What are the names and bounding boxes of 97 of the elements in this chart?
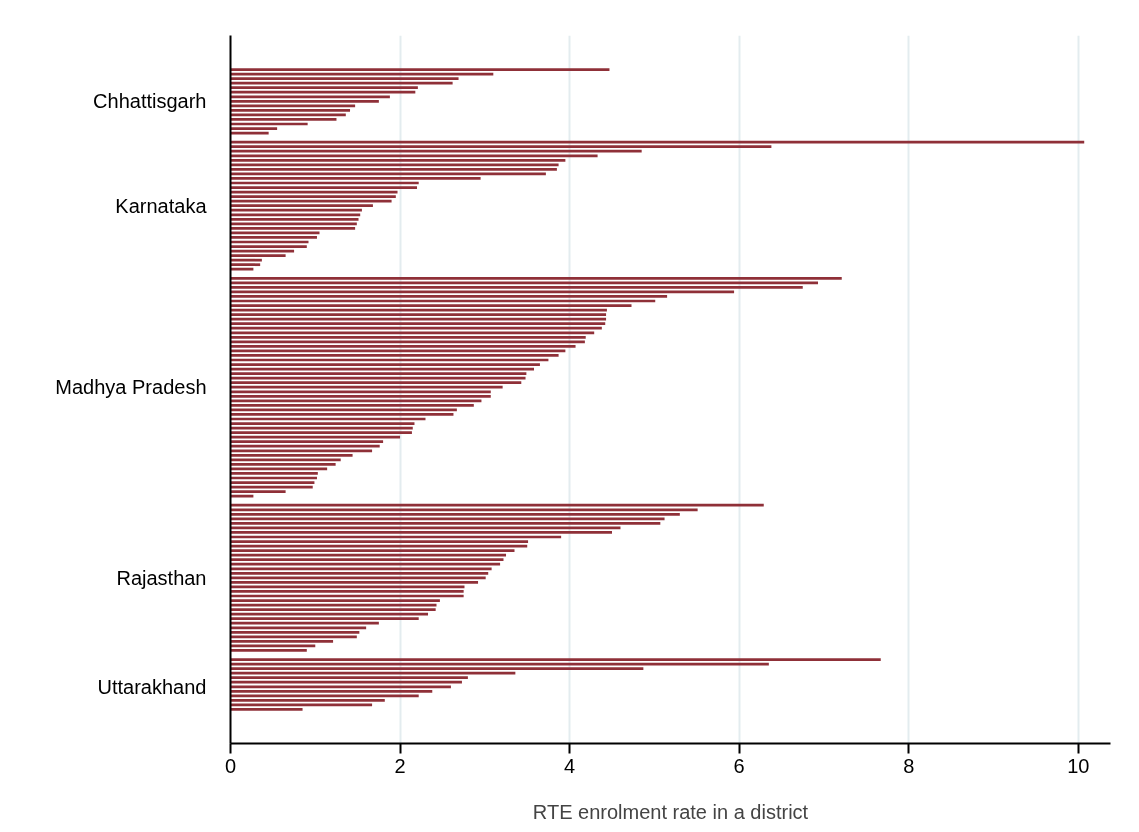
bar	[230, 494, 254, 498]
bar	[230, 276, 842, 280]
bar	[230, 177, 481, 180]
bar	[230, 680, 462, 684]
bar	[230, 453, 353, 457]
bar	[230, 481, 315, 484]
bar	[230, 304, 632, 307]
bar	[230, 612, 429, 616]
bar	[230, 354, 559, 357]
bar	[230, 295, 668, 298]
bar	[230, 549, 515, 552]
bar	[230, 394, 491, 398]
bar	[230, 322, 606, 326]
bar	[230, 621, 379, 625]
bar	[230, 186, 418, 189]
y-tick-label: Rajasthan	[116, 566, 207, 589]
bar	[230, 335, 586, 339]
bar	[230, 413, 454, 416]
y-tick-label: Uttarakhand	[97, 675, 207, 698]
x-axis-title: RTE enrolment rate in a district	[532, 800, 809, 823]
bar	[230, 68, 610, 71]
bar	[230, 254, 286, 257]
bar	[230, 599, 440, 602]
bar	[230, 630, 360, 634]
bar	[230, 635, 357, 639]
bar	[230, 671, 516, 675]
bar	[230, 472, 318, 475]
bar	[230, 708, 303, 711]
bar	[230, 404, 474, 407]
bar	[230, 345, 576, 348]
bar	[230, 199, 392, 203]
bar	[230, 558, 504, 562]
bar	[230, 195, 396, 198]
bar	[230, 213, 361, 217]
bar	[230, 463, 336, 466]
bar	[230, 689, 433, 693]
bar	[230, 562, 501, 566]
x-tick-label: 8	[903, 754, 915, 777]
bar	[230, 376, 526, 380]
bar	[230, 267, 254, 271]
bar	[230, 286, 803, 289]
bar	[230, 531, 612, 534]
bar	[230, 372, 527, 375]
bar	[230, 168, 557, 171]
bar	[230, 381, 522, 385]
bar	[230, 217, 359, 221]
bar	[230, 503, 764, 507]
bar	[230, 245, 307, 248]
bar	[230, 227, 356, 230]
bar	[230, 540, 529, 543]
bar	[230, 81, 453, 85]
x-tick-label: 10	[1067, 754, 1090, 777]
bar	[230, 208, 362, 212]
bar	[230, 444, 380, 448]
bar	[230, 140, 1085, 144]
bar	[230, 658, 881, 661]
bar	[230, 127, 278, 130]
bar	[230, 435, 401, 439]
bar	[230, 363, 540, 366]
bar	[230, 118, 337, 121]
bar	[230, 222, 357, 226]
x-tick-label: 6	[733, 754, 745, 777]
bar	[230, 313, 607, 316]
bar	[230, 317, 607, 321]
bar	[230, 608, 436, 611]
bar	[230, 431, 412, 434]
bar	[230, 236, 317, 239]
bar	[230, 158, 566, 162]
bar	[230, 699, 385, 702]
bar	[230, 258, 262, 262]
y-tick-label: Chhattisgarh	[93, 90, 207, 113]
bar	[230, 77, 459, 80]
bar	[230, 385, 503, 389]
bar	[230, 571, 489, 575]
bar	[230, 512, 680, 516]
bar	[230, 553, 507, 557]
bar	[230, 263, 261, 267]
x-tick-label: 2	[394, 754, 406, 777]
bar	[230, 640, 334, 643]
bar	[230, 490, 286, 493]
x-tick-label: 4	[564, 754, 576, 777]
x-tick-label: 0	[224, 754, 237, 777]
bar	[230, 422, 415, 425]
bar	[230, 581, 479, 584]
bar	[230, 109, 351, 112]
bar	[230, 522, 661, 525]
bar	[230, 90, 416, 94]
bar	[230, 99, 379, 103]
bar	[230, 649, 307, 652]
bar	[230, 340, 585, 344]
bar	[230, 149, 642, 153]
bar	[230, 576, 486, 580]
y-tick-label: Karnataka	[115, 194, 208, 217]
bar	[230, 667, 644, 670]
bar	[230, 590, 464, 593]
bar	[230, 326, 602, 330]
y-tick-label: Madhya Pradesh	[55, 376, 207, 399]
